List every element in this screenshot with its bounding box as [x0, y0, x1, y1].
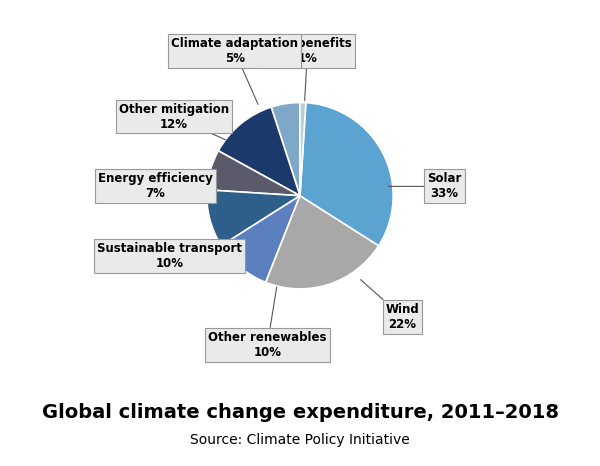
- Wedge shape: [218, 107, 300, 196]
- Wedge shape: [300, 103, 306, 196]
- Text: Dual benefits
1%: Dual benefits 1%: [263, 37, 352, 101]
- Text: Other renewables
10%: Other renewables 10%: [208, 287, 326, 359]
- Text: Source: Climate Policy Initiative: Source: Climate Policy Initiative: [190, 433, 410, 447]
- Text: Global climate change expenditure, 2011–2018: Global climate change expenditure, 2011–…: [41, 403, 559, 422]
- Wedge shape: [271, 103, 300, 196]
- Text: Wind
22%: Wind 22%: [361, 280, 419, 331]
- Wedge shape: [300, 103, 393, 246]
- Wedge shape: [207, 151, 300, 196]
- Text: Sustainable transport
10%: Sustainable transport 10%: [97, 242, 242, 270]
- Wedge shape: [207, 190, 300, 246]
- Text: Climate adaptation
5%: Climate adaptation 5%: [171, 37, 298, 104]
- Text: Solar
33%: Solar 33%: [389, 172, 461, 200]
- Wedge shape: [266, 196, 379, 289]
- Text: Energy efficiency
7%: Energy efficiency 7%: [98, 172, 216, 200]
- Wedge shape: [221, 196, 300, 282]
- Text: Other mitigation
12%: Other mitigation 12%: [119, 103, 229, 140]
